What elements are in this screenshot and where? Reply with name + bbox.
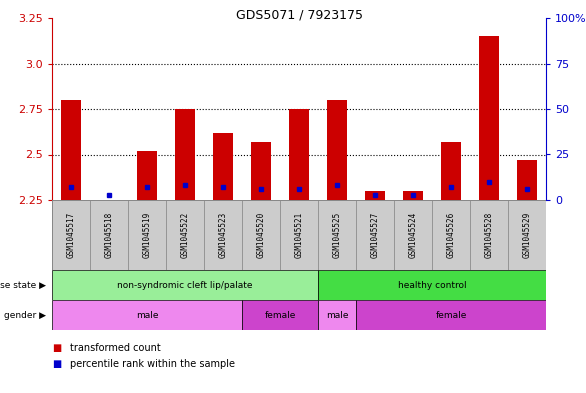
Bar xyxy=(516,160,537,200)
Text: GSM1045517: GSM1045517 xyxy=(66,212,76,258)
Bar xyxy=(52,300,242,330)
Bar xyxy=(128,200,166,270)
Text: GSM1045524: GSM1045524 xyxy=(408,212,417,258)
Text: GSM1045523: GSM1045523 xyxy=(219,212,227,258)
Bar xyxy=(356,300,546,330)
Text: GSM1045526: GSM1045526 xyxy=(447,212,455,258)
Text: GSM1045525: GSM1045525 xyxy=(332,212,342,258)
Bar xyxy=(394,200,432,270)
Bar xyxy=(242,200,280,270)
Bar xyxy=(479,36,499,200)
Bar xyxy=(508,200,546,270)
Bar xyxy=(432,200,470,270)
Bar xyxy=(280,200,318,270)
Bar xyxy=(326,100,347,200)
Text: GSM1045528: GSM1045528 xyxy=(485,212,493,258)
Bar xyxy=(213,133,233,200)
Text: transformed count: transformed count xyxy=(70,343,161,353)
Bar xyxy=(52,200,90,270)
Bar xyxy=(470,200,508,270)
Text: GSM1045522: GSM1045522 xyxy=(180,212,189,258)
Text: ■: ■ xyxy=(52,343,62,353)
Bar xyxy=(318,200,356,270)
Bar xyxy=(251,142,271,200)
Text: percentile rank within the sample: percentile rank within the sample xyxy=(70,359,234,369)
Bar xyxy=(288,109,309,200)
Bar xyxy=(318,300,356,330)
Bar xyxy=(242,300,318,330)
Bar xyxy=(403,191,424,200)
Bar xyxy=(441,142,461,200)
Text: GDS5071 / 7923175: GDS5071 / 7923175 xyxy=(236,8,363,21)
Text: disease state ▶: disease state ▶ xyxy=(0,281,46,290)
Text: GSM1045520: GSM1045520 xyxy=(257,212,265,258)
Bar xyxy=(137,151,158,200)
Bar xyxy=(204,200,242,270)
Bar xyxy=(356,200,394,270)
Text: female: female xyxy=(264,310,296,320)
Bar xyxy=(318,270,546,300)
Bar xyxy=(60,100,81,200)
Text: healthy control: healthy control xyxy=(398,281,466,290)
Bar xyxy=(52,270,318,300)
Text: male: male xyxy=(136,310,158,320)
Text: GSM1045529: GSM1045529 xyxy=(523,212,532,258)
Text: GSM1045521: GSM1045521 xyxy=(295,212,304,258)
Bar xyxy=(175,109,196,200)
Text: gender ▶: gender ▶ xyxy=(4,310,46,320)
Text: female: female xyxy=(435,310,466,320)
Text: GSM1045518: GSM1045518 xyxy=(104,212,114,258)
Text: GSM1045527: GSM1045527 xyxy=(370,212,380,258)
Text: ■: ■ xyxy=(52,359,62,369)
Text: GSM1045519: GSM1045519 xyxy=(142,212,152,258)
Text: non-syndromic cleft lip/palate: non-syndromic cleft lip/palate xyxy=(117,281,253,290)
Text: male: male xyxy=(326,310,348,320)
Bar xyxy=(364,191,386,200)
Bar xyxy=(166,200,204,270)
Bar xyxy=(90,200,128,270)
